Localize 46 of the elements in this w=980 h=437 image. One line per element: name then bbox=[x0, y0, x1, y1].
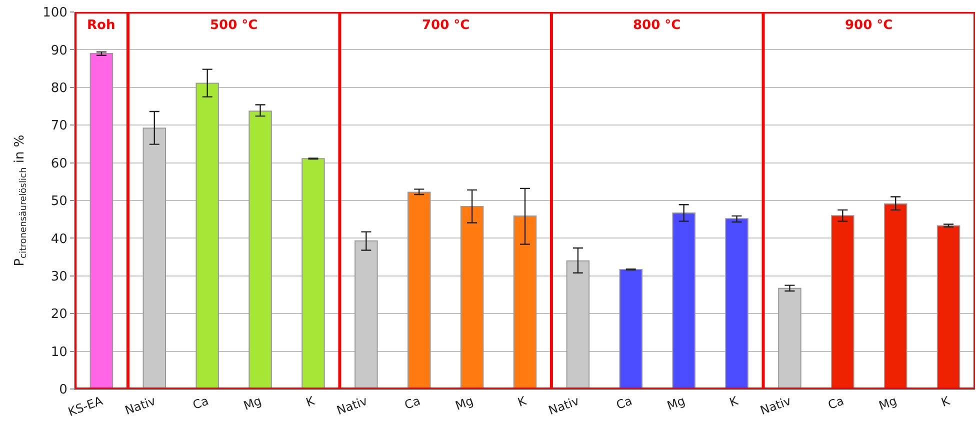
x-tick-label: Nativ bbox=[334, 394, 370, 418]
y-tick-label: 30 bbox=[50, 269, 68, 284]
y-tick-label: 90 bbox=[50, 43, 68, 58]
bar bbox=[831, 215, 854, 389]
bar bbox=[619, 268, 642, 389]
bar bbox=[248, 110, 272, 389]
x-tick-label: Nativ bbox=[123, 394, 158, 418]
y-tick-label: 80 bbox=[50, 80, 68, 96]
x-tick-label: K bbox=[939, 393, 953, 410]
x-tick-label: Ca bbox=[826, 394, 846, 412]
y-tick-label: 50 bbox=[50, 194, 68, 210]
x-tick-label: Ca bbox=[190, 394, 210, 412]
x-tick-label: Nativ bbox=[758, 394, 793, 418]
annotation: 700 °C bbox=[422, 18, 470, 33]
x-tick-label: K bbox=[304, 393, 318, 410]
y-tick-label: 0 bbox=[59, 382, 68, 398]
x-tick-label: K bbox=[728, 393, 741, 410]
bar bbox=[513, 215, 537, 389]
y-tick-label: 10 bbox=[50, 344, 68, 360]
bar bbox=[408, 192, 431, 389]
y-tick-label: 40 bbox=[50, 232, 68, 247]
bar bbox=[460, 206, 484, 389]
x-tick-label: Nativ bbox=[546, 394, 582, 418]
bar bbox=[90, 52, 114, 389]
bar bbox=[672, 212, 696, 389]
bar bbox=[936, 225, 960, 389]
annotation: 500 °C bbox=[210, 18, 258, 33]
y-tick-label: 60 bbox=[50, 156, 68, 172]
x-tick-label: Mg bbox=[453, 394, 476, 414]
bar bbox=[196, 82, 219, 389]
annotation: 800 °C bbox=[633, 18, 681, 33]
x-tick-label: Ca bbox=[614, 394, 634, 412]
annotation: 900 °C bbox=[845, 18, 893, 33]
x-tick-label: KS-EA bbox=[66, 393, 106, 420]
x-tick-label: Mg bbox=[665, 394, 687, 414]
bar bbox=[302, 158, 325, 389]
x-tick-label: Mg bbox=[242, 394, 264, 414]
y-tick-label: 20 bbox=[50, 307, 68, 322]
y-tick-label: 70 bbox=[50, 118, 68, 134]
bar bbox=[725, 218, 748, 389]
x-tick-label: Mg bbox=[876, 394, 899, 414]
y-tick-label: 100 bbox=[42, 6, 68, 21]
x-tick-label: Ca bbox=[402, 394, 422, 412]
annotation: Roh bbox=[87, 18, 116, 33]
bar bbox=[884, 203, 908, 389]
x-tick-label: K bbox=[516, 393, 530, 410]
